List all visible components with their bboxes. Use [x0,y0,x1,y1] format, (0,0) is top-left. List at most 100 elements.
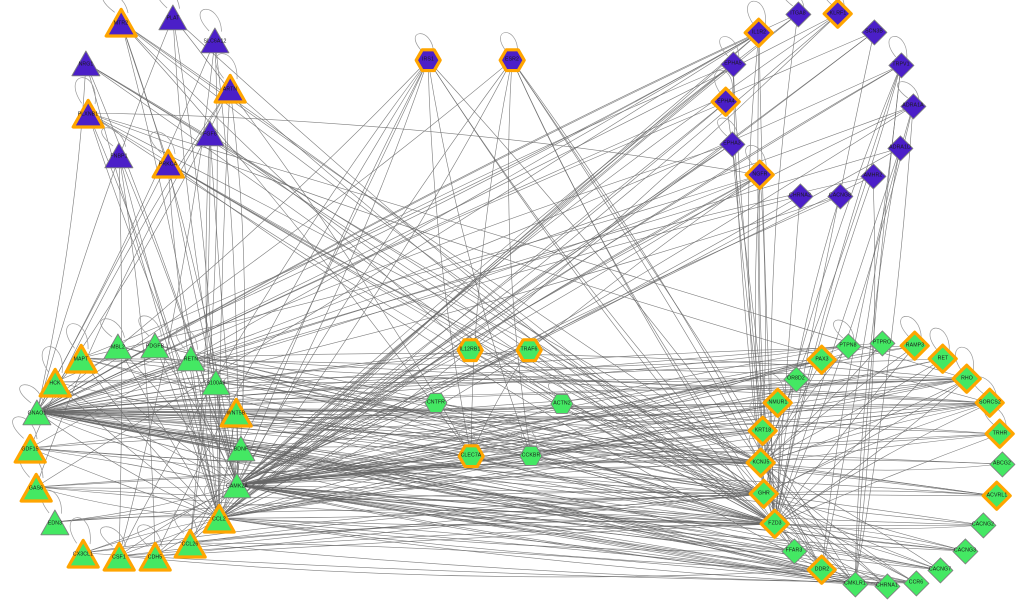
graph-edge [118,154,238,486]
graph-edge [218,174,761,519]
graph-edge [36,411,917,584]
graph-edge [54,492,765,523]
graph-node-bdnf[interactable]: BDNF [224,431,258,465]
graph-edge [511,59,856,585]
graph-node-clec7a[interactable]: CLEC7A [454,439,488,473]
graph-node-ptpro[interactable]: PTPRO [867,328,898,359]
graph-node-chrna2[interactable]: CHRNA2 [785,181,816,212]
graph-self-loop [138,315,162,337]
graph-edge [36,174,761,413]
graph-edge [760,462,1003,471]
graph-node-artn[interactable]: ARTN [210,68,250,108]
graph-edge [236,484,998,497]
graph-node-plat[interactable]: PLAT [156,0,190,34]
graph-node-klrf1[interactable]: KLRF1 [819,0,856,33]
graph-node-adra1a[interactable]: ADRA1A [898,91,929,122]
graph-node-epha3[interactable]: EPHA3 [717,129,748,160]
graph-self-loop [955,346,974,372]
graph-node-ddr2[interactable]: DDR2 [803,551,840,588]
graph-edge [190,353,968,380]
graph-edge [36,411,856,585]
graph-node-amhr2[interactable]: AMHR2 [858,161,889,192]
graph-node-cckbr[interactable]: CCKBR [517,442,545,470]
graph-node-pdgfb[interactable]: PDGFB [138,328,172,362]
graph-node-gnao1[interactable]: GNAO1 [20,395,54,429]
graph-edge [189,542,856,585]
graph-node-gdf15[interactable]: GDF15 [10,428,50,468]
graph-edge [469,13,839,351]
graph-edge [36,411,1003,465]
graph-edge [36,63,734,413]
graph-self-loop [747,0,766,26]
graph-node-il12rb1[interactable]: IL12RB1 [453,333,487,367]
graph-node-fnbp1[interactable]: FNBP1 [102,138,136,172]
graph-node-epha4[interactable]: EPHA4 [707,83,744,120]
graph-node-trpv1[interactable]: TRPV1 [886,50,917,81]
graph-edge [85,62,765,495]
graph-node-mbl2[interactable]: MBL2 [101,329,135,363]
graph-node-cmklr1[interactable]: CMKLR1 [840,569,871,600]
graph-self-loop [215,53,238,80]
graph-node-nrg1[interactable]: NRG1 [69,46,103,80]
graph-edge [80,174,761,359]
graph-edge [36,13,799,413]
graph-edge [236,378,797,486]
graph-node-fgf6[interactable]: FGF6 [193,116,227,150]
graph-node-wnt5b[interactable]: WNT5B [216,392,256,432]
graph-edge [36,147,901,413]
graph-node-cntfr[interactable]: CNTFR [422,389,450,417]
graph-edge [236,484,966,552]
graph-edge [774,147,901,525]
graph-node-ccr6[interactable]: CCR6 [901,568,932,599]
graph-node-plxnb1[interactable]: PLXNB1 [68,93,108,133]
graph-edge [36,143,733,413]
graph-node-cx3cl1[interactable]: CX3CL1 [63,533,103,573]
graph-edge [821,105,914,571]
graph-node-itga8[interactable]: ITGA8 [783,0,814,29]
graph-node-actn2[interactable]: ACTN2 [548,390,576,418]
graph-edge [118,39,216,557]
graph-edge [236,59,429,486]
graph-node-ngfr[interactable]: NGFR [741,156,778,193]
graph-node-traf6[interactable]: TRAF6 [512,333,546,367]
graph-node-chrna1[interactable]: CHRNA1 [872,571,903,600]
graph-edge [36,411,984,526]
graph-node-trhr[interactable]: TRHR [981,415,1018,452]
graph-edge [36,59,513,413]
graph-node-scn3b[interactable]: SCN3B [859,17,890,48]
graph-self-loop [159,0,180,9]
graph-node-adra1d[interactable]: ADRA1D [885,133,916,164]
graph-edge [760,462,888,587]
graph-edge [154,59,429,557]
graph-self-loop [785,0,805,7]
graph-edge [36,411,823,571]
graph-edge [120,21,776,525]
graph-node-slc6a12[interactable]: SLC6A12 [198,23,232,57]
graph-edge [508,59,532,457]
graph-edge [29,447,765,495]
graph-self-loop [805,541,829,563]
graph-node-mtr2[interactable]: MTR2 [101,2,141,42]
graph-edge [36,345,849,413]
graph-node-cacng8[interactable]: CACNG8 [825,181,856,212]
graph-edge [85,62,776,525]
graph-node-irs1[interactable]: IRS1 [411,43,445,77]
graph-node-ccl26[interactable]: CCL26 [170,523,210,563]
graph-edge [82,517,220,554]
graph-edge [218,517,888,587]
graph-node-gas6[interactable]: GAS6 [16,467,56,507]
graph-node-esr2[interactable]: ESR2 [495,43,529,77]
graph-edge [236,101,727,486]
graph-node-csf1[interactable]: CSF1 [99,536,139,576]
graph-node-il1r2[interactable]: IL1R2 [740,14,777,51]
graph-edge [760,433,1001,464]
graph-edge [240,378,968,449]
graph-node-epha5[interactable]: EPHA5 [718,49,749,80]
graph-edge [54,32,760,383]
graph-node-prkca[interactable]: PRKCA [148,143,188,183]
graph-self-loop [717,117,739,137]
graph-edge [36,411,998,497]
graph-node-abcg2[interactable]: ABCG2 [987,449,1018,480]
graph-self-loop [548,382,568,398]
